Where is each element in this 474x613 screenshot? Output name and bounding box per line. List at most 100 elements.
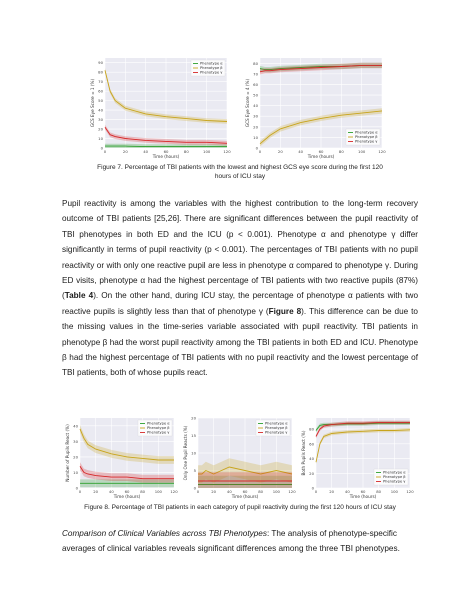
figure-8: 0 10 20 30 40 0 20 40 60 80 100 120 Time (hours) Numb… xyxy=(62,413,414,503)
y-tick-label: 10 xyxy=(73,470,78,475)
y-tick-label: 30 xyxy=(73,439,78,444)
section-title: Comparison of Clinical Variables across … xyxy=(62,529,267,538)
y-tick-label: 70 xyxy=(98,79,103,84)
confidence-band xyxy=(316,420,410,439)
x-tick-label: 60 xyxy=(361,489,366,494)
legend-label: Phenotype β xyxy=(200,66,223,70)
y-tick-label: 30 xyxy=(253,114,258,119)
x-tick-label: 120 xyxy=(406,489,414,494)
body-paragraph: Pupil reactivity is among the variables … xyxy=(62,196,418,381)
series-line xyxy=(315,429,411,463)
x-tick-label: 80 xyxy=(339,149,344,154)
series-line xyxy=(104,126,228,144)
paragraph-text-3: ). This difference can be due to the mis… xyxy=(62,306,418,378)
series-line xyxy=(104,70,228,122)
legend-box xyxy=(137,419,173,437)
x-tick-label: 80 xyxy=(376,489,381,494)
figure-7-caption: Figure 7. Percentage of TBI patients wit… xyxy=(97,164,383,180)
series-line xyxy=(198,466,293,475)
y-tick-label: 50 xyxy=(253,93,258,98)
x-tick-label: 20 xyxy=(93,489,98,494)
legend-box xyxy=(255,419,291,437)
legend-label: Phenotype γ xyxy=(200,71,223,75)
x-axis-label: Time (hours) xyxy=(113,494,141,499)
legend-label: Phenotype α xyxy=(355,131,378,135)
legend-label: Phenotype α xyxy=(200,62,223,66)
x-tick-label: 0 xyxy=(104,149,107,154)
x-tick-label: 120 xyxy=(378,149,386,154)
x-axis-label: Time (hours) xyxy=(349,494,377,499)
x-tick-label: 40 xyxy=(143,149,148,154)
y-tick-label: 15 xyxy=(191,433,196,438)
x-tick-label: 20 xyxy=(211,489,216,494)
y-tick-label: 20 xyxy=(253,124,258,129)
x-tick-label: 120 xyxy=(170,489,178,494)
y-axis-label: GCS Eye Score = 4 (%) xyxy=(245,78,250,127)
x-tick-label: 0 xyxy=(79,489,82,494)
y-tick-label: 60 xyxy=(309,441,314,446)
y-tick-label: 80 xyxy=(253,61,258,66)
x-axis-label: Time (hours) xyxy=(307,154,335,159)
y-tick-label: 30 xyxy=(98,117,103,122)
table-4-reference[interactable]: Table 4 xyxy=(64,291,94,301)
y-tick-label: 40 xyxy=(309,456,314,461)
legend-label: Phenotype α xyxy=(147,422,170,426)
x-tick-label: 60 xyxy=(164,149,169,154)
x-tick-label: 80 xyxy=(184,149,189,154)
legend-label: Phenotype α xyxy=(265,422,288,426)
legend-label: Phenotype γ xyxy=(383,480,406,484)
x-tick-label: 40 xyxy=(109,489,114,494)
y-tick-label: 60 xyxy=(98,89,103,94)
x-tick-label: 100 xyxy=(203,149,211,154)
section-text: : The analysis of phenotype-specific ave… xyxy=(62,529,400,554)
y-tick-label: 0 xyxy=(101,146,104,151)
figure-8-reference[interactable]: Figure 8 xyxy=(268,306,302,316)
x-tick-label: 60 xyxy=(319,149,324,154)
y-tick-label: 80 xyxy=(98,70,103,75)
confidence-band xyxy=(105,124,227,146)
series-line xyxy=(315,422,410,431)
x-tick-label: 40 xyxy=(345,489,350,494)
y-tick-label: 0 xyxy=(256,146,259,151)
confidence-band xyxy=(105,67,227,124)
y-tick-label: 0 xyxy=(76,486,79,491)
y-tick-label: 0 xyxy=(194,486,197,491)
y-tick-label: 10 xyxy=(191,451,196,456)
x-tick-label: 20 xyxy=(278,149,283,154)
x-tick-label: 20 xyxy=(123,149,128,154)
figure-7: 0 10 20 30 40 50 60 70 80 90 0 20 40 60 80 100 120 Time (… xyxy=(87,52,387,162)
y-tick-label: 60 xyxy=(253,82,258,87)
paragraph-text-2: ). On the other hand, during ICU stay, t… xyxy=(62,291,418,316)
y-tick-label: 40 xyxy=(98,108,103,113)
y-tick-label: 70 xyxy=(253,71,258,76)
confidence-band xyxy=(198,472,292,488)
y-tick-label: 90 xyxy=(98,60,103,65)
y-tick-label: 20 xyxy=(309,471,314,476)
legend-label: Phenotype β xyxy=(383,475,406,479)
legend-box xyxy=(373,468,409,486)
legend-label: Phenotype β xyxy=(355,135,378,139)
series-line xyxy=(259,64,382,73)
x-tick-label: 0 xyxy=(259,149,262,154)
x-tick-label: 60 xyxy=(243,489,248,494)
confidence-band xyxy=(80,462,174,483)
y-axis-label: Both Pupils React (%) xyxy=(301,430,306,475)
x-tick-label: 80 xyxy=(140,489,145,494)
y-axis-label: Only One Pupil Reacts (%) xyxy=(183,425,188,480)
series-line xyxy=(259,110,383,145)
y-tick-label: 5 xyxy=(194,468,197,473)
x-axis-label: Time (hours) xyxy=(231,494,259,499)
x-tick-label: 40 xyxy=(227,489,232,494)
x-tick-label: 80 xyxy=(258,489,263,494)
section-intro: Comparison of Clinical Variables across … xyxy=(62,526,418,557)
paragraph-text-1: Pupil reactivity is among the variables … xyxy=(62,199,418,301)
y-tick-label: 10 xyxy=(253,135,258,140)
series-line xyxy=(105,145,227,148)
legend-box xyxy=(190,59,226,77)
y-tick-label: 80 xyxy=(309,427,314,432)
x-tick-label: 100 xyxy=(273,489,281,494)
